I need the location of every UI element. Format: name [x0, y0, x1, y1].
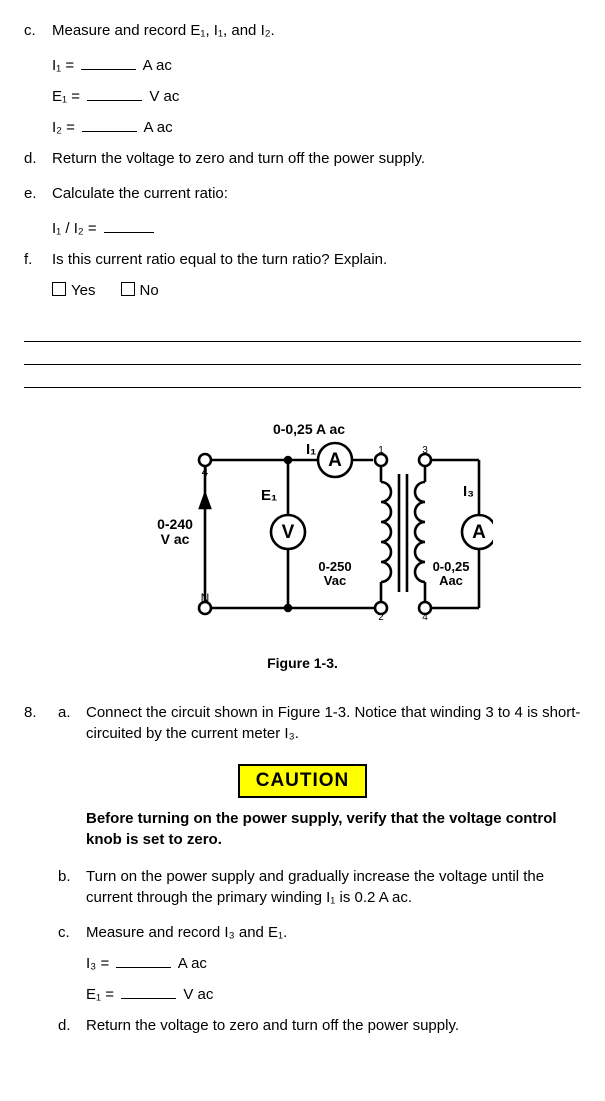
yes-no-row: Yes No: [52, 280, 581, 301]
blank-ratio[interactable]: [104, 218, 154, 233]
explain-line-3[interactable]: [24, 365, 581, 388]
step-8c: c. Measure and record I₃ and E₁.: [58, 922, 581, 943]
step-c-text: Measure and record E₁, I₁, and I₂.: [52, 20, 581, 41]
measure-e1b: E₁ = V ac: [86, 984, 581, 1005]
blank-i3[interactable]: [116, 953, 171, 968]
label-i3: I₃: [463, 483, 474, 500]
unit-e1b: V ac: [183, 986, 213, 1003]
circuit-diagram: A 1 2 3 4 A I₃: [113, 416, 493, 646]
checkbox-no[interactable]: [121, 282, 135, 296]
marker-8c: c.: [58, 922, 86, 943]
marker-8: 8.: [24, 702, 58, 750]
step-8a: a. Connect the circuit shown in Figure 1…: [58, 702, 581, 744]
explain-lines: [24, 319, 581, 388]
label-e1: E₁: [261, 487, 277, 504]
label-i1: I₁: [306, 441, 316, 458]
figure-1-3: A 1 2 3 4 A I₃: [24, 416, 581, 674]
voltmeter-v-label: V: [281, 522, 294, 543]
blank-i2[interactable]: [82, 117, 137, 132]
sym-i2: I₂ =: [52, 119, 75, 136]
label-src-unit: V ac: [160, 531, 189, 547]
explain-line-1[interactable]: [24, 319, 581, 342]
label-prim-range: 0-250: [318, 559, 351, 574]
measure-i3: I₃ = A ac: [86, 953, 581, 974]
terminal-4: 4: [422, 612, 428, 623]
caution-label: CAUTION: [238, 764, 368, 799]
caution-text: Before turning on the power supply, veri…: [86, 808, 581, 850]
terminal-3: 3: [422, 445, 428, 456]
sym-e1: E₁ =: [52, 88, 80, 105]
sym-i3: I₃ =: [86, 955, 109, 972]
terminal-2: 2: [378, 612, 384, 623]
blank-e1[interactable]: [87, 86, 142, 101]
label-top-range: 0-0,25 A ac: [272, 421, 344, 437]
label-prim-unit: Vac: [323, 573, 345, 588]
step-8d-text: Return the voltage to zero and turn off …: [86, 1015, 581, 1036]
step-c-measure: c. Measure and record E₁, I₁, and I₂.: [24, 20, 581, 41]
marker-e: e.: [24, 183, 52, 204]
measure-e1: E₁ = V ac: [52, 86, 581, 107]
marker-8b: b.: [58, 866, 86, 908]
terminal-1: 1: [378, 445, 384, 456]
unit-i3: A ac: [178, 955, 207, 972]
step-f-question: f. Is this current ratio equal to the tu…: [24, 249, 581, 270]
unit-i2: A ac: [143, 119, 172, 136]
step-d-text: Return the voltage to zero and turn off …: [52, 148, 581, 169]
step-8b: b. Turn on the power supply and graduall…: [58, 866, 581, 908]
marker-c: c.: [24, 20, 52, 41]
measure-i2: I₂ = A ac: [52, 117, 581, 138]
step-e-text: Calculate the current ratio:: [52, 183, 581, 204]
step-8b-text: Turn on the power supply and gradually i…: [86, 866, 581, 908]
label-src-range: 0-240: [157, 516, 193, 532]
step-d-return: d. Return the voltage to zero and turn o…: [24, 148, 581, 169]
label-sec-unit: Aac: [439, 573, 463, 588]
measure-i1: I₁ = A ac: [52, 55, 581, 76]
caution-box: CAUTION: [24, 764, 581, 799]
checkbox-yes[interactable]: [52, 282, 66, 296]
explain-line-2[interactable]: [24, 342, 581, 365]
label-yes: Yes: [71, 282, 95, 299]
marker-d: d.: [24, 148, 52, 169]
marker-8a: a.: [58, 702, 86, 744]
label-sec-range: 0-0,25: [432, 559, 469, 574]
step-e-ratio: e. Calculate the current ratio:: [24, 183, 581, 204]
ratio-sym: I₁ / I₂ =: [52, 220, 97, 237]
ammeter-a-label: A: [328, 450, 342, 471]
unit-i1: A ac: [143, 57, 172, 74]
unit-e1: V ac: [149, 88, 179, 105]
label-no: No: [140, 282, 159, 299]
step-f-text: Is this current ratio equal to the turn …: [52, 249, 581, 270]
ammeter-a3-label: A: [472, 522, 486, 543]
blank-i1[interactable]: [81, 55, 136, 70]
step-8d: d. Return the voltage to zero and turn o…: [58, 1015, 581, 1036]
marker-8d: d.: [58, 1015, 86, 1036]
sym-i1: I₁ =: [52, 57, 74, 74]
step-8: 8. a. Connect the circuit shown in Figur…: [24, 702, 581, 750]
blank-e1b[interactable]: [121, 984, 176, 999]
marker-f: f.: [24, 249, 52, 270]
step-8a-text: Connect the circuit shown in Figure 1-3.…: [86, 702, 581, 744]
step-8c-text: Measure and record I₃ and E₁.: [86, 922, 581, 943]
sym-e1b: E₁ =: [86, 986, 114, 1003]
ratio-line: I₁ / I₂ =: [52, 218, 581, 239]
figure-caption: Figure 1-3.: [24, 654, 581, 674]
